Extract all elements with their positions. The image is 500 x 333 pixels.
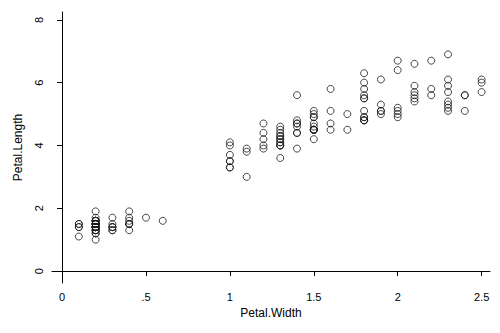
svg-text:2.5: 2.5 — [474, 291, 489, 303]
svg-text:1: 1 — [227, 291, 233, 303]
svg-text:4: 4 — [33, 142, 45, 148]
svg-text:6: 6 — [33, 80, 45, 86]
svg-text:8: 8 — [33, 17, 45, 23]
svg-text:0: 0 — [33, 268, 45, 274]
svg-text:Petal.Width: Petal.Width — [240, 306, 301, 320]
svg-text:Petal.Length: Petal.Length — [11, 114, 25, 181]
svg-text:.5: .5 — [141, 291, 150, 303]
svg-text:2: 2 — [395, 291, 401, 303]
svg-text:0: 0 — [59, 291, 65, 303]
svg-text:2: 2 — [33, 205, 45, 211]
svg-text:1.5: 1.5 — [306, 291, 321, 303]
